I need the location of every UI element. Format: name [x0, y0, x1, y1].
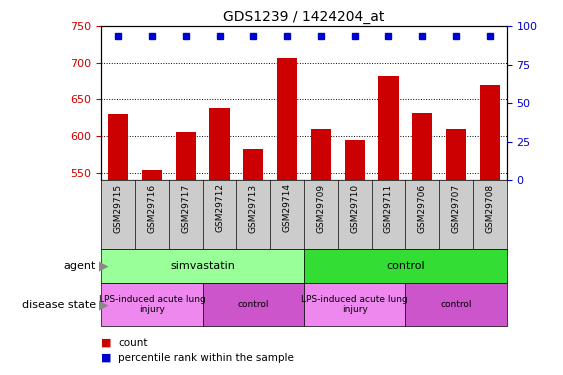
- Text: percentile rank within the sample: percentile rank within the sample: [118, 353, 294, 363]
- Text: GSM29715: GSM29715: [114, 183, 123, 232]
- Text: GSM29707: GSM29707: [452, 183, 461, 232]
- Text: GSM29716: GSM29716: [148, 183, 157, 232]
- Text: GSM29714: GSM29714: [283, 183, 292, 232]
- Bar: [277, 58, 297, 180]
- Text: ▶: ▶: [99, 260, 108, 273]
- Text: ■: ■: [101, 338, 112, 348]
- Text: GSM29717: GSM29717: [181, 183, 190, 232]
- Bar: [446, 129, 466, 180]
- Bar: [311, 129, 331, 180]
- Bar: [142, 170, 162, 180]
- Text: control: control: [386, 261, 425, 271]
- Text: control: control: [440, 300, 472, 309]
- Bar: [480, 85, 500, 180]
- Bar: [412, 112, 432, 180]
- Text: ■: ■: [101, 353, 112, 363]
- Text: GSM29709: GSM29709: [316, 183, 325, 232]
- Text: simvastatin: simvastatin: [170, 261, 235, 271]
- Bar: [203, 283, 304, 326]
- Text: control: control: [238, 300, 269, 309]
- Text: LPS-induced acute lung
injury: LPS-induced acute lung injury: [99, 295, 205, 314]
- Text: GSM29706: GSM29706: [418, 183, 427, 232]
- Bar: [101, 249, 304, 283]
- Text: ▶: ▶: [99, 298, 108, 311]
- Bar: [304, 283, 405, 326]
- Text: GSM29710: GSM29710: [350, 183, 359, 232]
- Text: GSM29708: GSM29708: [485, 183, 494, 232]
- Text: GSM29711: GSM29711: [384, 183, 393, 232]
- Bar: [101, 283, 203, 326]
- Text: agent: agent: [63, 261, 96, 271]
- Text: LPS-induced acute lung
injury: LPS-induced acute lung injury: [301, 295, 408, 314]
- Bar: [243, 149, 263, 180]
- Bar: [405, 283, 507, 326]
- Title: GDS1239 / 1424204_at: GDS1239 / 1424204_at: [224, 10, 385, 24]
- Bar: [304, 249, 507, 283]
- Text: count: count: [118, 338, 148, 348]
- Bar: [176, 132, 196, 180]
- Bar: [209, 108, 230, 180]
- Bar: [378, 76, 399, 180]
- Text: disease state: disease state: [21, 300, 96, 310]
- Bar: [108, 114, 128, 180]
- Text: GSM29713: GSM29713: [249, 183, 258, 232]
- Bar: [345, 140, 365, 180]
- Text: GSM29712: GSM29712: [215, 183, 224, 232]
